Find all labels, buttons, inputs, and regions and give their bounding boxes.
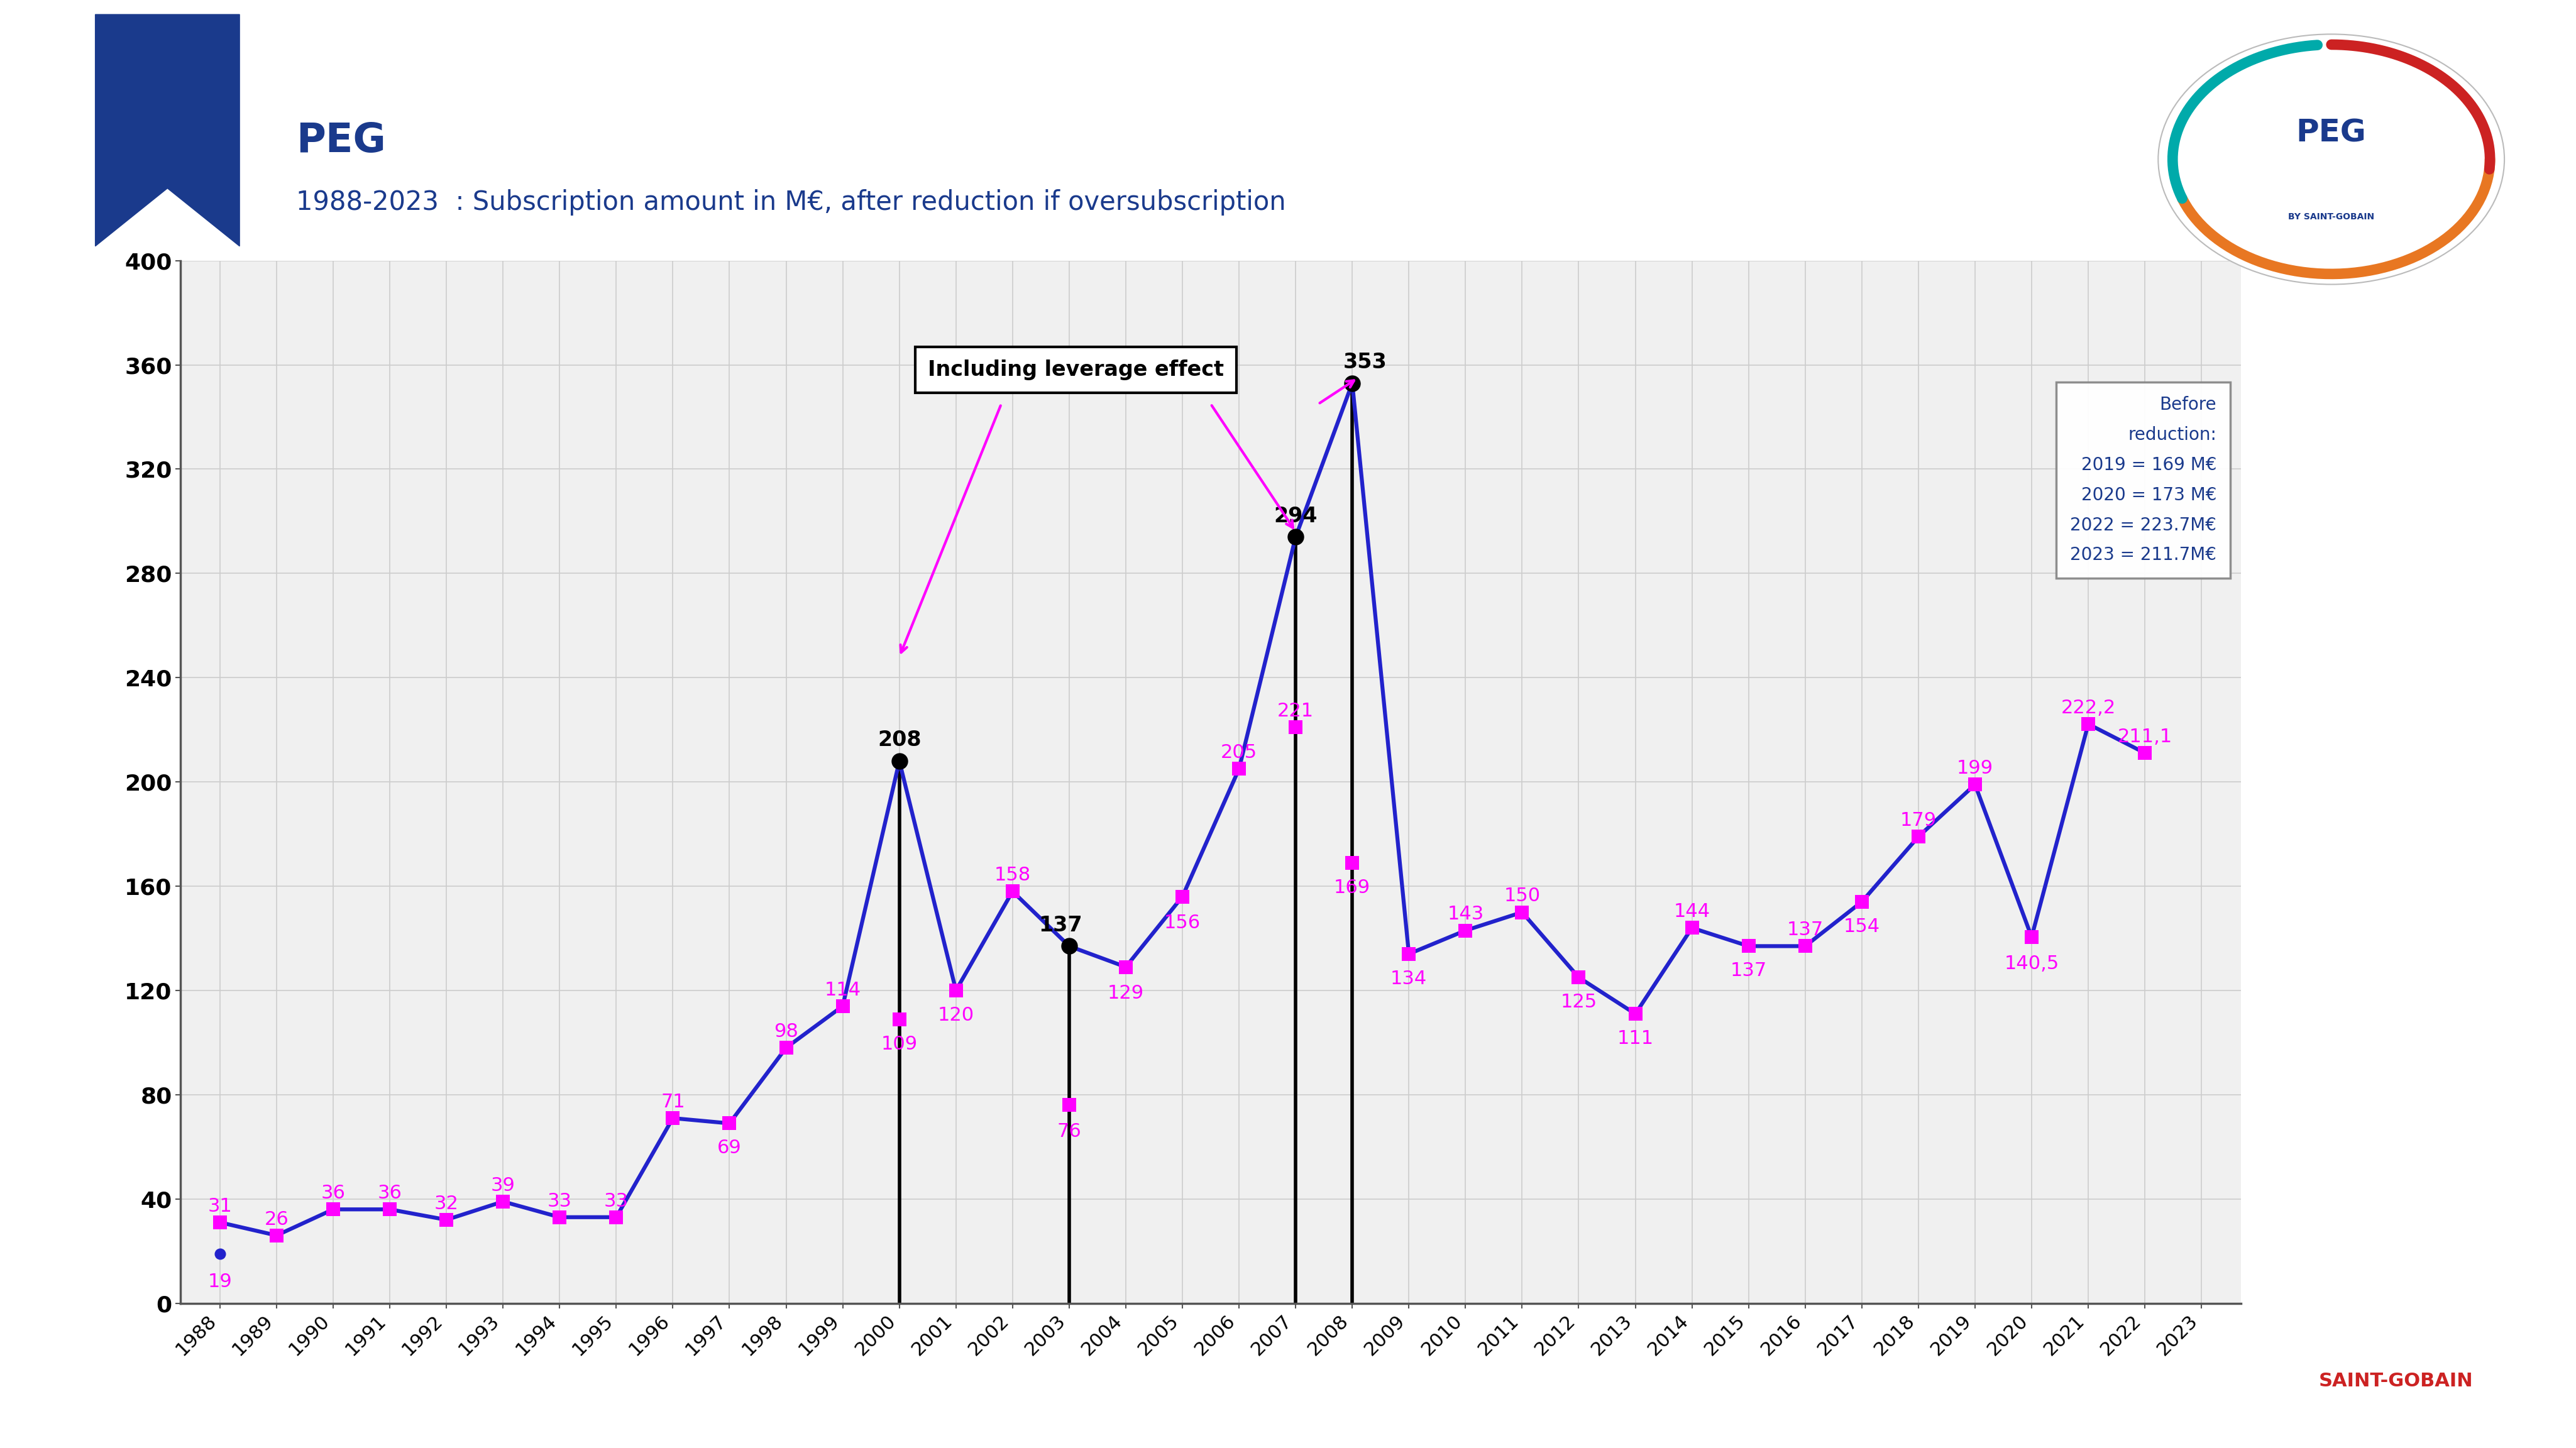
Text: 199: 199 (1958, 759, 1994, 778)
Text: 32: 32 (435, 1195, 459, 1213)
Text: 1988-2023  : Subscription amount in M€, after reduction if oversubscription: 1988-2023 : Subscription amount in M€, a… (296, 190, 1285, 216)
Text: 137: 137 (1788, 921, 1824, 940)
Text: 154: 154 (1844, 918, 1880, 935)
Text: 137: 137 (1731, 961, 1767, 980)
Text: 36: 36 (379, 1184, 402, 1202)
Text: 140,5: 140,5 (2004, 954, 2058, 973)
Text: 208: 208 (878, 730, 922, 750)
Text: BY SAINT-GOBAIN: BY SAINT-GOBAIN (2287, 213, 2375, 222)
Text: 179: 179 (1901, 811, 1937, 830)
Text: 353: 353 (1345, 352, 1388, 372)
Text: 98: 98 (773, 1022, 799, 1041)
Text: 143: 143 (1448, 905, 1484, 924)
Text: 150: 150 (1504, 888, 1540, 905)
Text: 222,2: 222,2 (2061, 699, 2115, 717)
Text: 134: 134 (1391, 970, 1427, 988)
Text: 137: 137 (1038, 915, 1082, 935)
Text: 205: 205 (1221, 744, 1257, 762)
Text: 69: 69 (716, 1140, 742, 1157)
Text: SAINT-GOBAIN: SAINT-GOBAIN (2318, 1371, 2473, 1390)
Text: 129: 129 (1108, 985, 1144, 1002)
Text: 156: 156 (1164, 914, 1200, 933)
Text: 221: 221 (1278, 702, 1314, 720)
Text: 111: 111 (1618, 1030, 1654, 1048)
Text: 71: 71 (659, 1093, 685, 1111)
Text: 109: 109 (881, 1035, 917, 1053)
Text: Before
reduction:
2019 = 169 M€
2020 = 173 M€
2022 = 223.7M€
2023 = 211.7M€: Before reduction: 2019 = 169 M€ 2020 = 1… (2071, 397, 2215, 563)
Text: 39: 39 (492, 1176, 515, 1195)
Text: 76: 76 (1056, 1122, 1082, 1141)
Text: 120: 120 (938, 1006, 974, 1024)
Text: 26: 26 (265, 1211, 289, 1228)
Text: 211,1: 211,1 (2117, 728, 2172, 746)
Text: PEG: PEG (2295, 119, 2367, 148)
Text: 158: 158 (994, 866, 1030, 885)
Text: Including leverage effect: Including leverage effect (927, 359, 1224, 381)
Text: 144: 144 (1674, 902, 1710, 921)
Text: 169: 169 (1334, 879, 1370, 896)
Text: 31: 31 (209, 1197, 232, 1215)
Polygon shape (95, 14, 240, 246)
Text: 294: 294 (1273, 505, 1316, 527)
Text: PEG: PEG (296, 122, 386, 161)
Circle shape (2159, 35, 2504, 284)
Text: 114: 114 (824, 980, 860, 999)
Text: 36: 36 (322, 1184, 345, 1202)
Text: 125: 125 (1561, 993, 1597, 1011)
Text: 19: 19 (209, 1273, 232, 1292)
Text: 33: 33 (603, 1192, 629, 1211)
Text: 33: 33 (546, 1192, 572, 1211)
